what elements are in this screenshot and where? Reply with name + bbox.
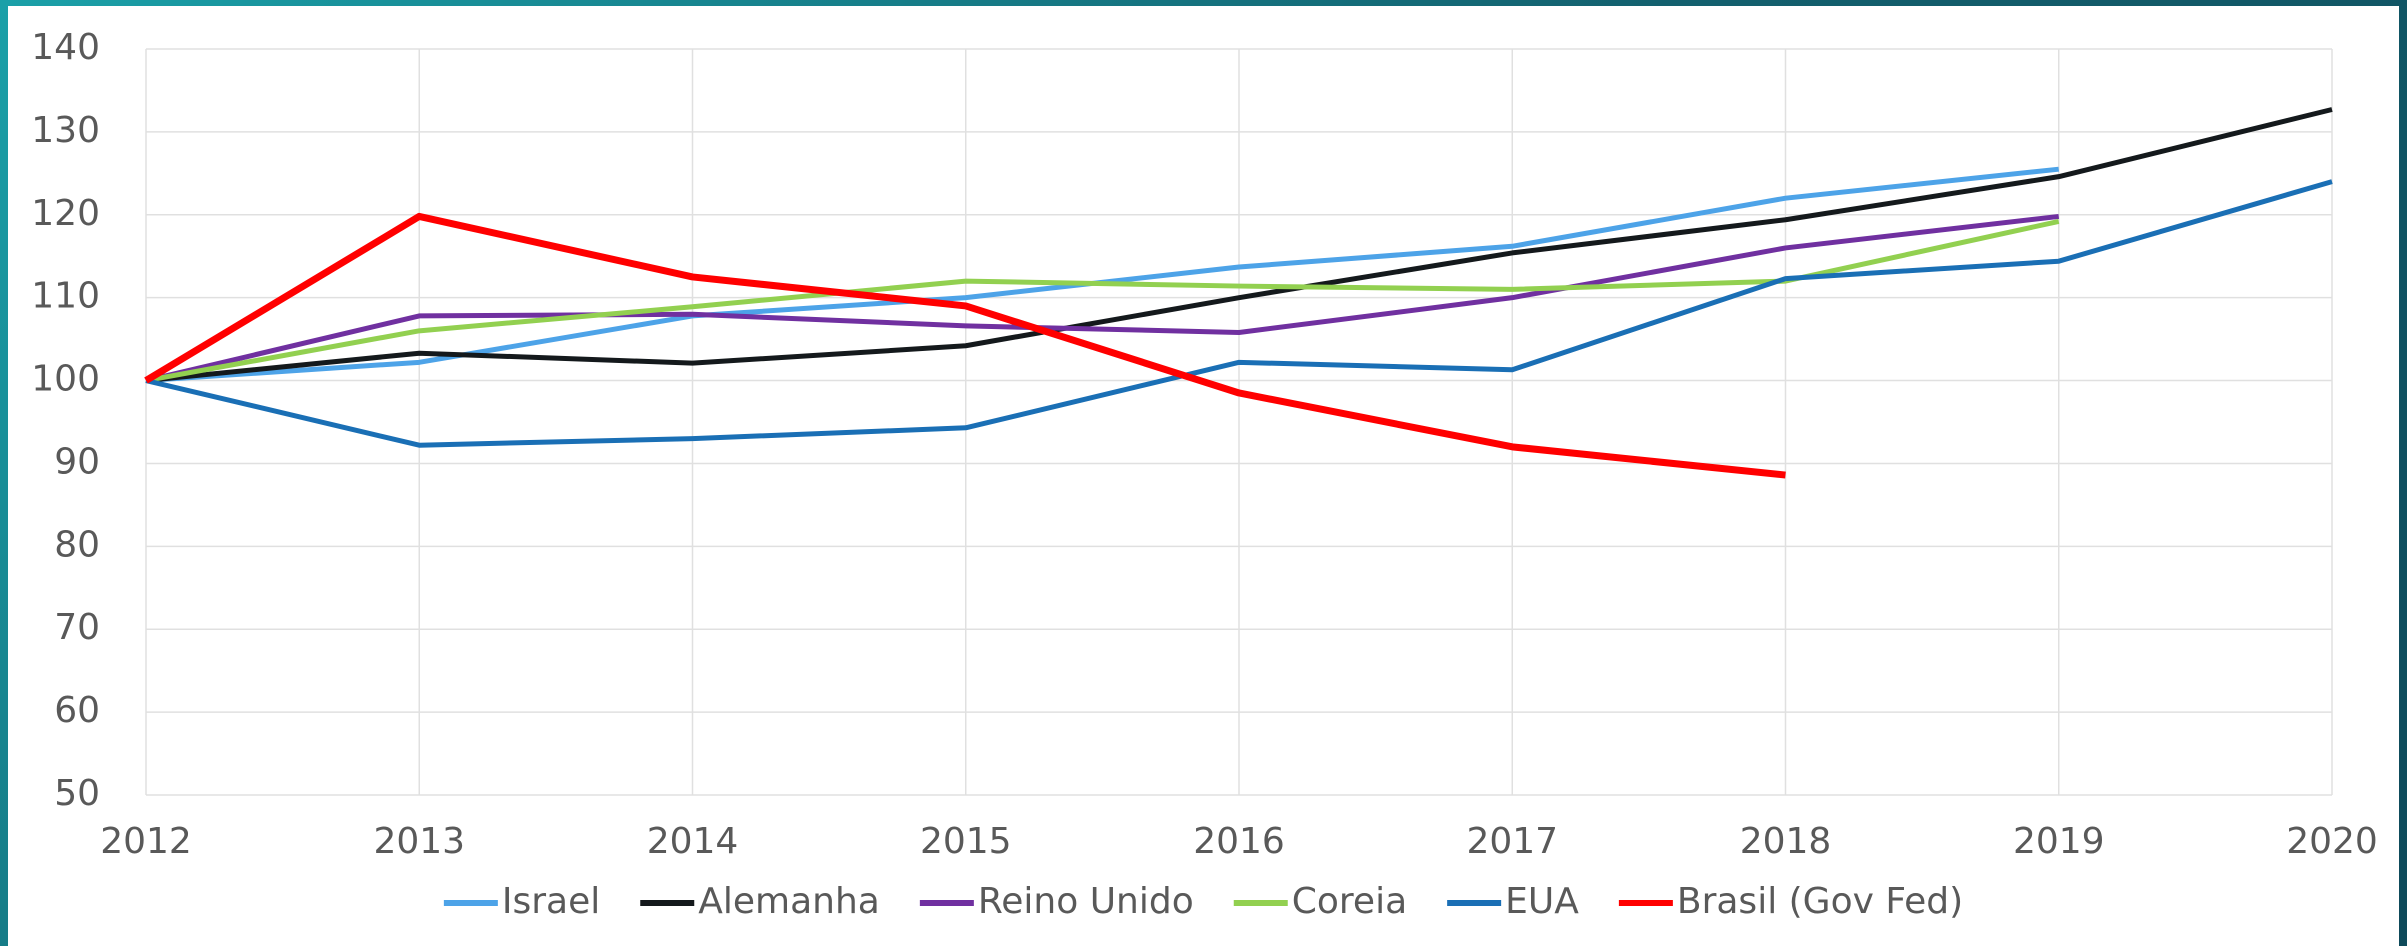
y-tick-label: 140: [31, 27, 100, 68]
x-tick-label: 2016: [1193, 821, 1285, 862]
legend-label: Alemanha: [698, 881, 880, 922]
y-tick-label: 120: [31, 193, 100, 234]
panel: [8, 6, 2399, 946]
legend-label: Israel: [502, 881, 600, 922]
x-tick-label: 2019: [2013, 821, 2105, 862]
y-tick-label: 90: [54, 441, 100, 482]
series-line: [145, 218, 2060, 384]
y-tick-label: 110: [31, 276, 100, 317]
y-tick-label: 130: [31, 110, 100, 151]
x-tick-label: 2012: [100, 821, 192, 862]
x-tick-label: 2013: [373, 821, 465, 862]
legend-label: EUA: [1505, 881, 1579, 922]
series-line: [145, 107, 2333, 384]
y-tick-label: 100: [31, 359, 100, 400]
x-tick-label: 2017: [1466, 821, 1558, 862]
y-tick-label: 80: [54, 524, 100, 565]
x-tick-label: 2014: [647, 821, 739, 862]
x-tick-label: 2015: [920, 821, 1012, 862]
series-line: [144, 212, 1786, 479]
legend-label: Coreia: [1292, 881, 1407, 922]
legend-label: Brasil (Gov Fed): [1677, 881, 1963, 922]
legend-label: Reino Unido: [978, 881, 1194, 922]
y-tick-label: 70: [54, 607, 100, 648]
x-tick-label: 2020: [2286, 821, 2378, 862]
y-tick-label: 50: [54, 773, 100, 814]
series-line: [145, 213, 2060, 383]
series-line: [145, 179, 2333, 448]
y-tick-label: 60: [54, 690, 100, 731]
x-tick-label: 2018: [1740, 821, 1832, 862]
